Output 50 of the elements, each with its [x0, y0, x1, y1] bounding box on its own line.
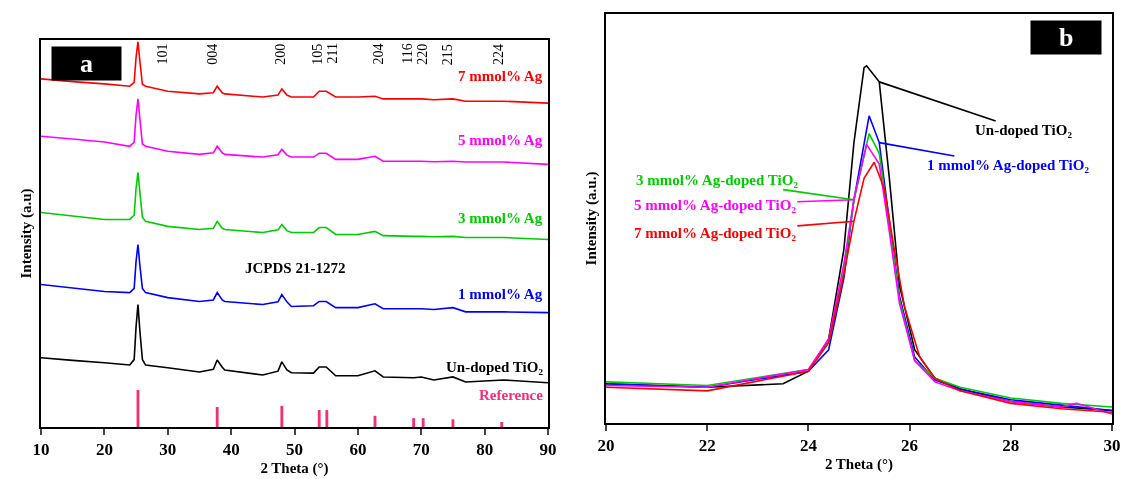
series-label: 7 mmol% Ag — [458, 68, 543, 84]
annotation: 204 — [370, 43, 386, 65]
x-tick-label: 60 — [349, 440, 367, 460]
text: Un-doped TiO₂ — [975, 122, 1073, 138]
annotation: 101 — [154, 43, 170, 65]
x-tick-label: 80 — [476, 440, 494, 460]
bar — [317, 410, 321, 427]
x-tick-label: 30 — [1103, 436, 1121, 456]
x-tick-label: 28 — [1002, 436, 1020, 456]
x-axis-title: 2 Theta (°) — [260, 459, 329, 477]
annotation: 105 — [309, 43, 325, 65]
x-tick-label: 70 — [412, 440, 430, 460]
x-axis-title: 2 Theta (°) — [824, 455, 894, 473]
series-label: 5 mmol% Ag — [458, 132, 543, 148]
annotation: 211 — [324, 42, 340, 64]
legend-label: 7 mmol% Ag-doped TiO₂ — [634, 225, 797, 241]
y-axis-title: Intensity (a.u) — [17, 188, 35, 279]
x-tick-label: 20 — [597, 436, 615, 456]
series-label: Reference — [479, 387, 544, 403]
bar — [421, 418, 425, 427]
bar — [280, 405, 284, 427]
x-tick-label: 20 — [95, 440, 113, 460]
x-tick-label: 22 — [698, 436, 716, 456]
annotation: JCPDS 21-1272 — [245, 260, 346, 276]
annotation: 224 — [491, 43, 507, 65]
x-tick-label: 40 — [222, 440, 240, 460]
x-tick-label: 26 — [901, 436, 919, 456]
bar — [412, 418, 416, 427]
x-tick-label: 30 — [159, 440, 177, 460]
bar — [500, 421, 504, 427]
annotation: 200 — [272, 43, 288, 65]
text: 1 mmol% Ag-doped TiO₂ — [927, 157, 1090, 173]
chart-title: b — [1033, 23, 1100, 52]
annotation: 004 — [204, 43, 220, 65]
x-tick-label: 90 — [539, 440, 557, 460]
bar — [325, 410, 329, 427]
legend-label: 5 mmol% Ag-doped TiO₂ — [634, 197, 797, 213]
bar — [215, 406, 219, 427]
text: 3 mmol% Ag-doped TiO₂ — [636, 172, 799, 188]
annotation: 220 — [414, 43, 430, 65]
annotation: 116 — [399, 43, 415, 64]
series-label: 1 mmol% Ag — [458, 286, 543, 302]
x-tick-label: 50 — [286, 440, 303, 460]
x-tick-label: 24 — [799, 436, 818, 456]
y-axis-title: Intensity (a.u.) — [582, 171, 600, 266]
series-label: Un-doped TiO₂ — [446, 359, 544, 375]
annotation: 215 — [440, 44, 456, 66]
x-tick-label: 10 — [32, 440, 50, 460]
chart-title: a — [54, 49, 119, 78]
series-label: 3 mmol% Ag — [458, 210, 543, 226]
